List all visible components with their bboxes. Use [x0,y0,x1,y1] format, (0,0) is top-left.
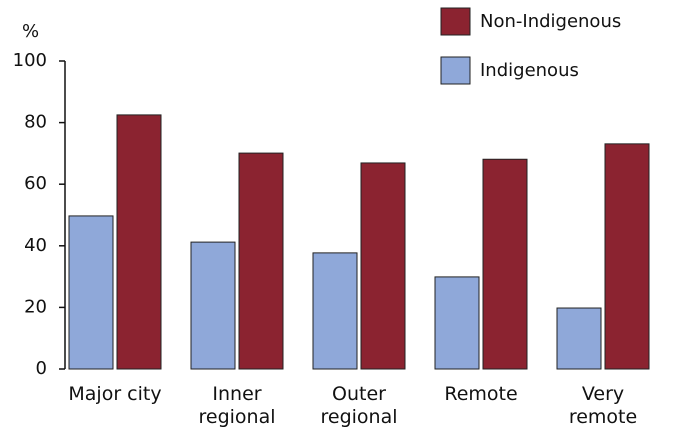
y-tick-label: 20 [24,296,47,317]
bar [116,114,162,370]
x-tick-label: Outer regional [320,383,398,427]
bar [604,143,650,370]
y-tick-label: 80 [24,112,47,133]
x-tick-label: Remote [444,383,518,405]
y-tick-label: 40 [24,235,47,256]
y-tick-label: 0 [36,358,47,379]
bar [556,307,602,370]
bar [68,215,114,370]
legend-swatch [440,7,471,36]
bar [434,276,480,370]
bar [190,241,236,370]
x-tick-label: Inner regional [198,383,276,427]
legend-label: Non-Indigenous [480,11,621,32]
bar [360,162,406,370]
y-tick-label: 100 [13,50,47,71]
legend-swatch [440,56,471,85]
legend-label: Indigenous [480,60,579,81]
y-tick-label: 60 [24,173,47,194]
bar [482,158,528,370]
bar [312,252,358,370]
y-axis-label: % [22,21,39,42]
bar [238,152,284,370]
x-tick-label: Major city [68,383,162,405]
x-tick-label: Very remote [568,383,638,427]
